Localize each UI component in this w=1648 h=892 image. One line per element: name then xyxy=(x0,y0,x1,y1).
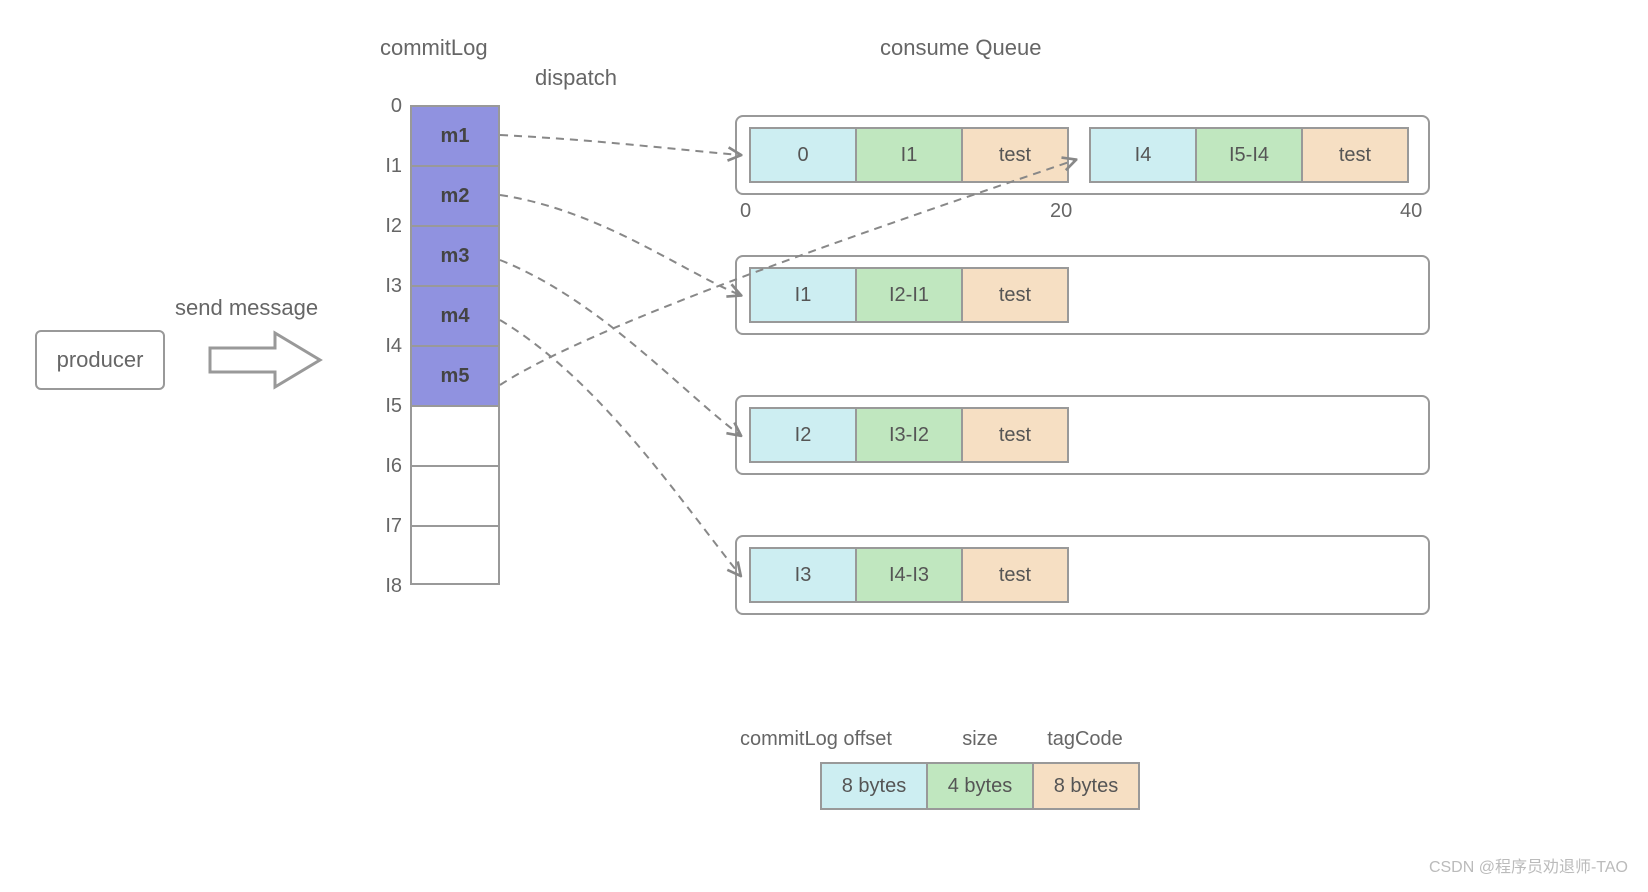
commitlog-tick: I1 xyxy=(370,155,402,178)
entry-tag: test xyxy=(961,267,1069,323)
legend-size-label: size xyxy=(940,728,1020,751)
queue-axis-tick: 40 xyxy=(1400,200,1422,223)
commitlog-cell: m1 xyxy=(412,107,498,167)
entry-tag: test xyxy=(961,127,1069,183)
queue-entry: I1 I2-I1 test xyxy=(749,267,1069,323)
queue-entry: 0 I1 test xyxy=(749,127,1069,183)
entry-size: I3-I2 xyxy=(855,407,963,463)
queue-entry: I3 I4-I3 test xyxy=(749,547,1069,603)
commitlog-cell: m4 xyxy=(412,287,498,347)
legend-offset-value: 8 bytes xyxy=(820,762,928,810)
legend-tag-label: tagCode xyxy=(1030,728,1140,751)
commitlog-cell: m3 xyxy=(412,227,498,287)
commitlog-cell: m5 xyxy=(412,347,498,407)
dispatch-arrow xyxy=(500,195,740,295)
commitlog-tick: I5 xyxy=(370,395,402,418)
legend-offset-label: commitLog offset xyxy=(740,728,930,751)
queue-entry: I2 I3-I2 test xyxy=(749,407,1069,463)
entry-size: I1 xyxy=(855,127,963,183)
commitlog-cell xyxy=(412,527,498,587)
watermark: CSDN @程序员劝退师-TAO xyxy=(1429,853,1628,877)
commitlog-cell xyxy=(412,407,498,467)
send-message-label: send message xyxy=(175,295,318,321)
producer-box: producer xyxy=(35,330,165,390)
commitlog-tick: I4 xyxy=(370,335,402,358)
dispatch-arrow xyxy=(500,320,740,575)
commitlog-tick: I6 xyxy=(370,455,402,478)
entry-size: I2-I1 xyxy=(855,267,963,323)
entry-offset: I4 xyxy=(1089,127,1197,183)
commitlog-tick: 0 xyxy=(370,95,402,118)
consume-queue-row: 0 I1 test I4 I5-I4 test xyxy=(735,115,1430,195)
queue-axis-tick: 0 xyxy=(740,200,751,223)
entry-offset: I3 xyxy=(749,547,857,603)
consume-queue-row: I2 I3-I2 test xyxy=(735,395,1430,475)
dispatch-label: dispatch xyxy=(535,65,617,91)
entry-tag: test xyxy=(961,407,1069,463)
commitlog-title: commitLog xyxy=(380,35,488,61)
entry-size: I4-I3 xyxy=(855,547,963,603)
commitlog-tick: I2 xyxy=(370,215,402,238)
commitlog-tick: I7 xyxy=(370,515,402,538)
queue-entry: I4 I5-I4 test xyxy=(1089,127,1409,183)
commitlog-tick: I3 xyxy=(370,275,402,298)
entry-tag: test xyxy=(1301,127,1409,183)
legend-size-value: 4 bytes xyxy=(926,762,1034,810)
producer-label: producer xyxy=(57,347,144,373)
legend-row: 8 bytes 4 bytes 8 bytes xyxy=(820,762,1140,810)
dispatch-arrow xyxy=(500,135,740,155)
entry-tag: test xyxy=(961,547,1069,603)
commitlog-cell: m2 xyxy=(412,167,498,227)
commitlog-column: m1 m2 m3 m4 m5 xyxy=(410,105,500,585)
queue-axis-tick: 20 xyxy=(1050,200,1072,223)
commitlog-cell xyxy=(412,467,498,527)
send-arrow-icon xyxy=(205,328,325,392)
entry-offset: I2 xyxy=(749,407,857,463)
entry-offset: I1 xyxy=(749,267,857,323)
consume-queue-row: I3 I4-I3 test xyxy=(735,535,1430,615)
entry-size: I5-I4 xyxy=(1195,127,1303,183)
commitlog-tick: I8 xyxy=(370,575,402,598)
entry-offset: 0 xyxy=(749,127,857,183)
legend-tag-value: 8 bytes xyxy=(1032,762,1140,810)
dispatch-arrow xyxy=(500,260,740,435)
consume-queue-title: consume Queue xyxy=(880,35,1041,61)
consume-queue-row: I1 I2-I1 test xyxy=(735,255,1430,335)
